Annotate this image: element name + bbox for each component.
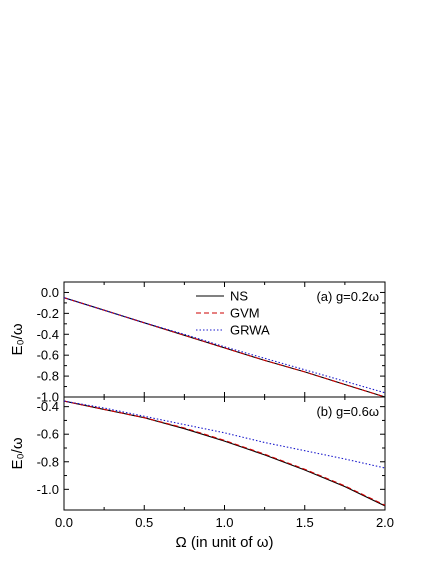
y-axis-label: E₀/ω (9, 323, 26, 355)
y-tick-label: -0.6 (37, 427, 59, 442)
y-axis-label: E₀/ω (9, 437, 26, 469)
x-tick-label: 1.5 (296, 515, 314, 530)
y-tick-label: -0.8 (37, 454, 59, 469)
y-tick-label: -0.4 (37, 399, 59, 414)
series-line-ns (63, 400, 386, 507)
legend-label-ns: NS (230, 289, 248, 304)
x-tick-label: 2.0 (376, 515, 394, 530)
panel-annotation: (a) g=0.2ω (316, 289, 379, 304)
y-tick-label: -1.0 (37, 390, 59, 405)
legend-label-gvm: GVM (230, 306, 260, 321)
series-line-grwa (63, 297, 386, 394)
x-tick-label: 0.5 (135, 515, 153, 530)
x-tick-label: 1.0 (215, 515, 233, 530)
x-axis-label: Ω (in unit of ω) (176, 534, 274, 551)
panel-annotation: (b) g=0.6ω (316, 404, 379, 419)
series-line-grwa (63, 400, 386, 469)
legend: NS GVM GRWA (196, 289, 270, 338)
y-tick-label: 0.0 (41, 285, 59, 300)
y-tick-label: -0.6 (37, 348, 59, 363)
y-tick-label: -1.0 (37, 482, 59, 497)
y-tick-label: -0.2 (37, 306, 59, 321)
legend-label-grwa: GRWA (230, 323, 270, 338)
y-tick-label: -0.4 (37, 327, 59, 342)
x-tick-label: 0.0 (55, 515, 73, 530)
panel-b: -0.4 -0.6 -0.8 -1.0 0.0 0.5 1.0 1.5 2.0 (b) g=0.6… (9, 396, 394, 551)
panel-a: 0.0 -0.2 -0.4 -0.6 -0.8 -1.0 (a) g=0.2ω E₀/ω NS G… (9, 281, 386, 405)
y-tick-label: -0.8 (37, 369, 59, 384)
